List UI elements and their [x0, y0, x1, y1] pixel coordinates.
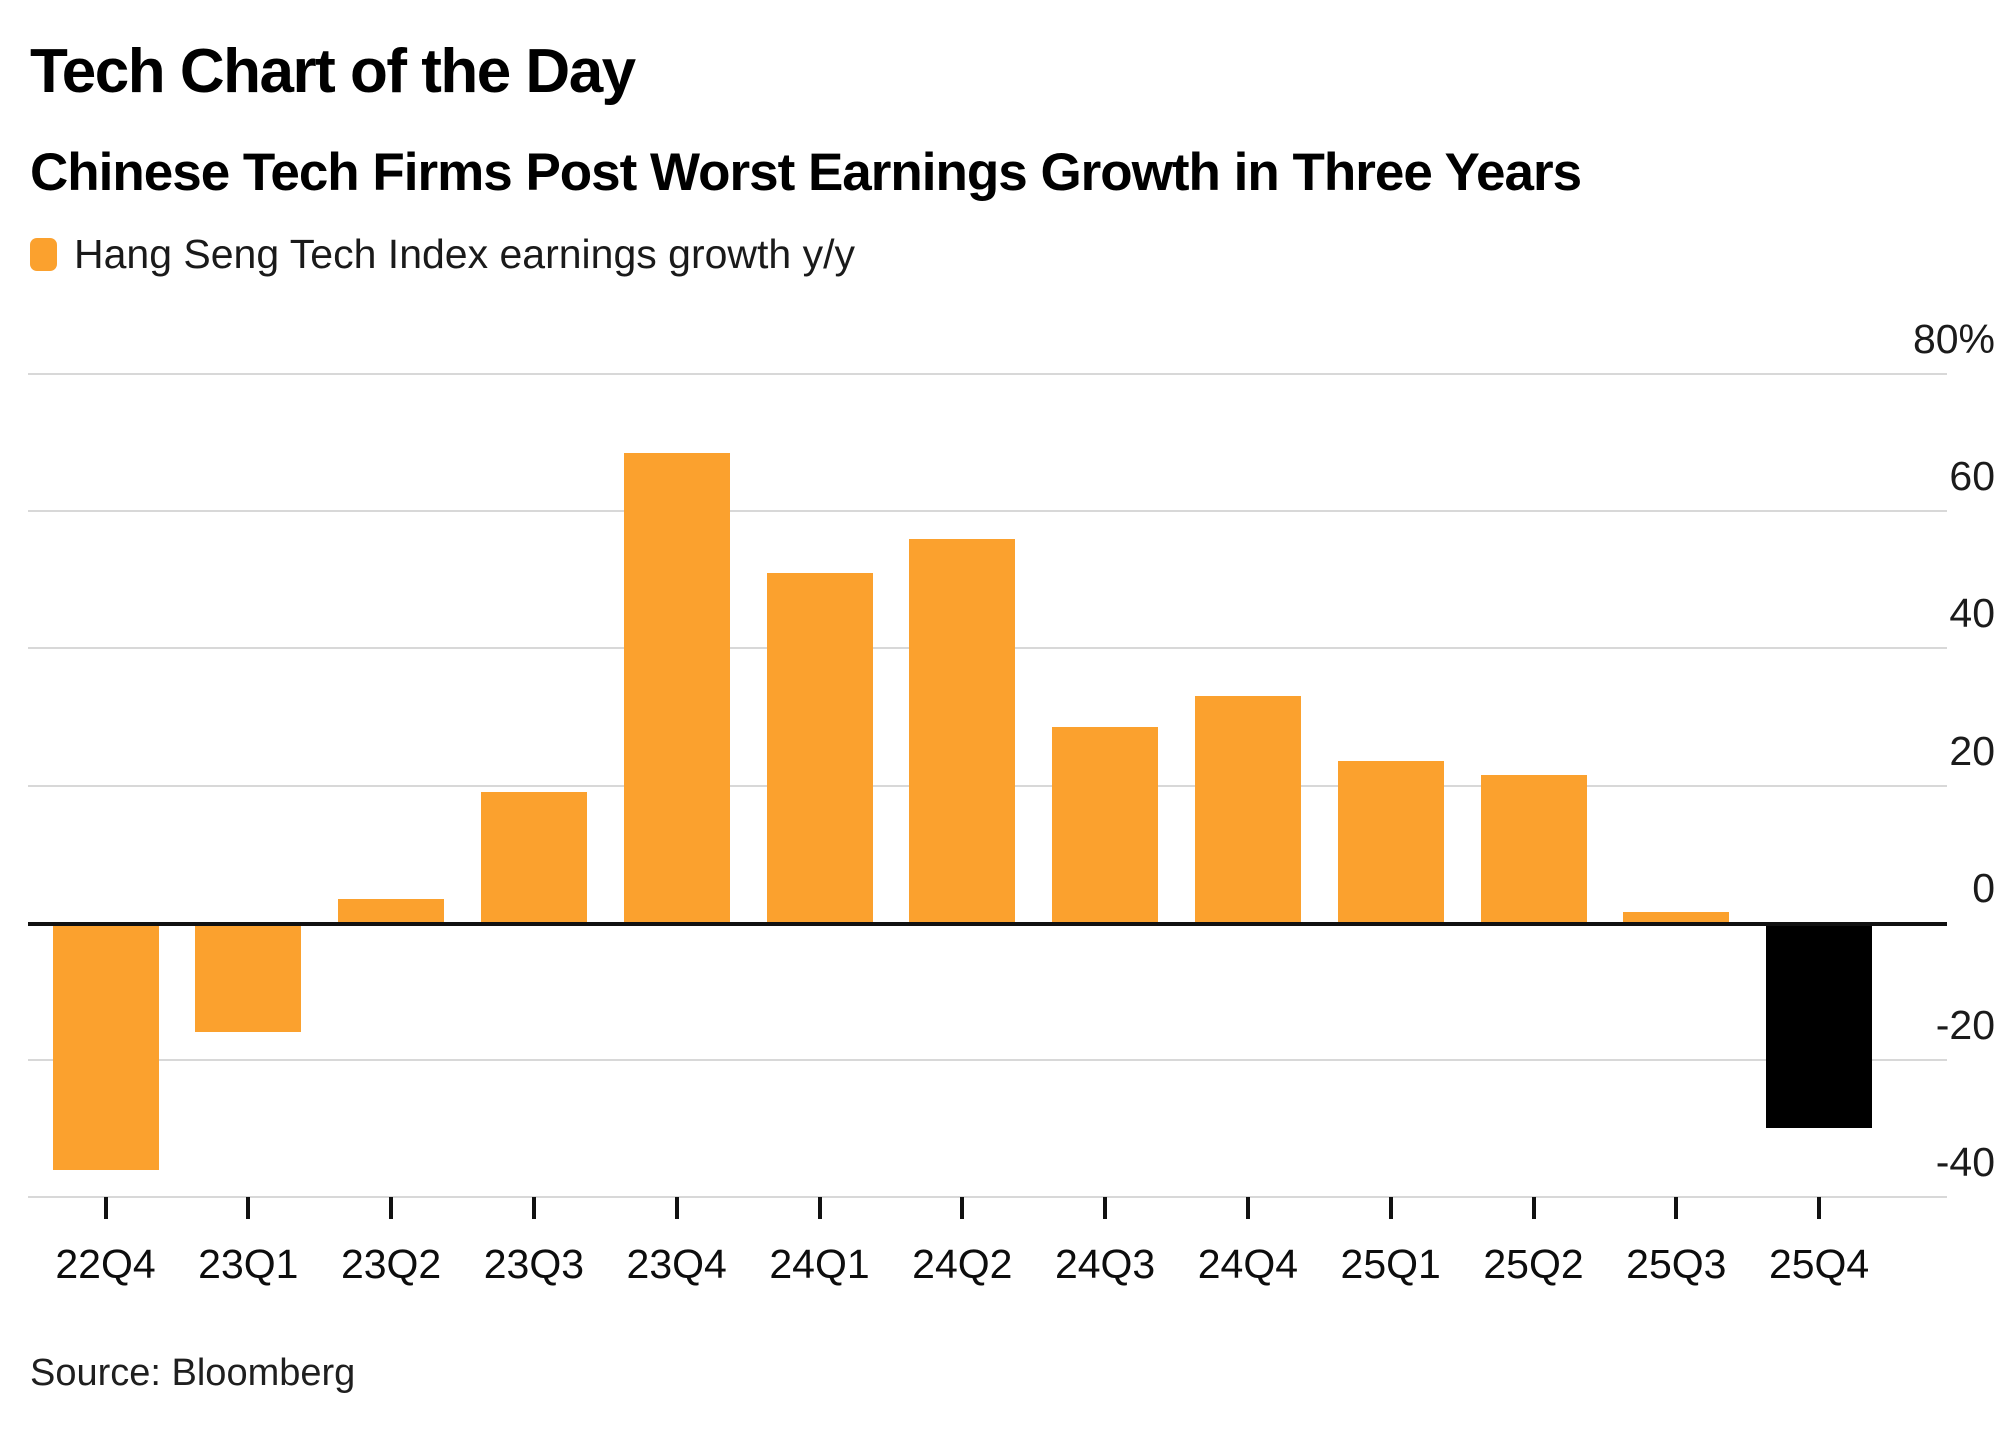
x-axis-label-23Q2: 23Q2	[340, 1241, 442, 1287]
x-axis-label-22Q4: 22Q4	[55, 1241, 156, 1287]
legend: Hang Seng Tech Index earnings growth y/y	[30, 231, 855, 278]
legend-label: Hang Seng Tech Index earnings growth y/y	[74, 231, 856, 277]
x-tick-24Q3	[1103, 1197, 1108, 1219]
y-axis-label-60: 60	[1949, 453, 1995, 500]
x-tick-24Q1	[817, 1197, 822, 1219]
bar-24Q4	[1194, 696, 1301, 923]
x-axis-label-24Q2: 24Q2	[912, 1241, 1013, 1287]
x-tick-24Q4	[1245, 1197, 1250, 1219]
chart-kicker: Tech Chart of the Day	[30, 37, 636, 106]
y-axis-label-0: 0	[1972, 864, 1995, 911]
x-axis-label-23Q3: 23Q3	[483, 1241, 585, 1287]
x-tick-23Q3	[531, 1197, 536, 1219]
x-axis-label-25Q4: 25Q4	[1768, 1241, 1870, 1287]
bar-25Q3	[1623, 912, 1730, 923]
x-axis-label-23Q4: 23Q4	[626, 1241, 727, 1287]
x-tick-23Q4	[674, 1197, 679, 1219]
bar-25Q1	[1337, 761, 1444, 923]
x-axis-label-24Q1: 24Q1	[769, 1241, 870, 1287]
y-axis-label-80: 80%	[1912, 316, 1995, 362]
y-axis-label--20: -20	[1935, 1001, 1995, 1048]
x-tick-22Q4	[103, 1197, 108, 1219]
bar-24Q2	[909, 538, 1016, 923]
bar-22Q4	[52, 924, 159, 1170]
x-tick-25Q1	[1388, 1197, 1393, 1219]
x-axis-label-24Q3: 24Q3	[1054, 1241, 1156, 1287]
gridline-60	[28, 510, 1947, 513]
x-axis-label-25Q2: 25Q2	[1483, 1241, 1584, 1287]
chart-headline: Chinese Tech Firms Post Worst Earnings G…	[30, 143, 1582, 202]
x-tick-23Q1	[246, 1197, 251, 1219]
x-tick-24Q2	[960, 1197, 965, 1219]
bar-25Q4	[1766, 924, 1873, 1129]
y-axis-label-20: 20	[1949, 727, 1995, 774]
bar-24Q3	[1052, 727, 1159, 923]
x-axis-label-23Q1: 23Q1	[198, 1241, 299, 1287]
x-tick-25Q3	[1674, 1197, 1679, 1219]
gridline--20	[28, 1058, 1947, 1061]
x-tick-25Q4	[1817, 1197, 1822, 1219]
bar-25Q2	[1480, 775, 1587, 923]
x-axis-label-25Q3: 25Q3	[1626, 1241, 1727, 1287]
x-tick-23Q2	[389, 1197, 394, 1219]
bar-23Q1	[195, 924, 302, 1033]
bar-24Q1	[766, 572, 873, 923]
x-axis-label-24Q4: 24Q4	[1197, 1241, 1299, 1287]
y-axis-label-40: 40	[1949, 590, 1995, 637]
y-axis-label--40: -40	[1935, 1139, 1995, 1185]
zero-axis-line	[28, 921, 1947, 926]
x-tick-25Q2	[1531, 1197, 1536, 1219]
legend-swatch-icon	[30, 238, 57, 271]
bar-23Q4	[623, 452, 730, 923]
bar-23Q3	[480, 792, 587, 923]
bar-23Q2	[338, 898, 445, 923]
gridline-80	[28, 373, 1947, 375]
gridline--40	[28, 1196, 1947, 1198]
source-attribution: Source: Bloomberg	[30, 1352, 356, 1394]
x-axis-label-25Q1: 25Q1	[1340, 1241, 1441, 1287]
